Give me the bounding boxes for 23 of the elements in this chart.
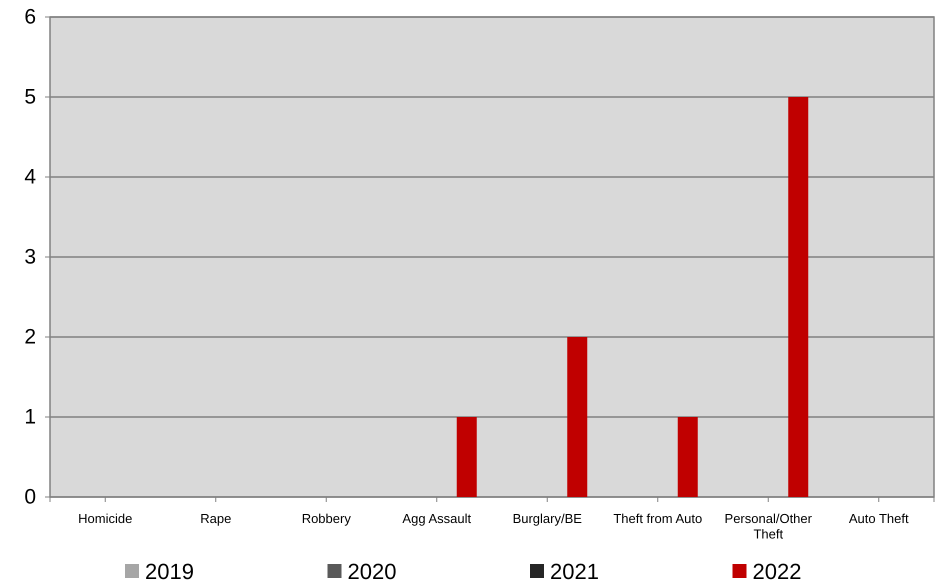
legend-label: 2022 [752,559,802,582]
y-tick-label: 2 [24,326,36,349]
bar [788,97,808,497]
legend-label: 2019 [145,559,194,582]
x-tick-label: Agg Assault [402,511,472,526]
y-tick-label: 1 [24,406,36,429]
x-tick-label: Personal/Other Theft [724,511,813,542]
y-tick-label: 6 [24,6,36,29]
bar [567,337,588,497]
x-tick-label: Robbery [302,511,352,526]
x-tick-label: Theft from Auto [613,511,702,526]
y-tick-label: 0 [24,486,36,509]
y-tick-label: 4 [24,166,36,189]
y-tick-label: 3 [24,246,36,269]
legend-label: 2021 [550,559,599,582]
x-tick-label: Auto Theft [848,511,910,526]
x-tick-label: Homicide [78,511,132,526]
x-tick-label: Rape [200,511,232,526]
bar [456,417,477,497]
bar [678,417,698,497]
y-tick-label: 5 [24,86,36,109]
legend-label: 2020 [348,559,396,582]
x-tick-label: Burglary/BE [512,511,582,526]
